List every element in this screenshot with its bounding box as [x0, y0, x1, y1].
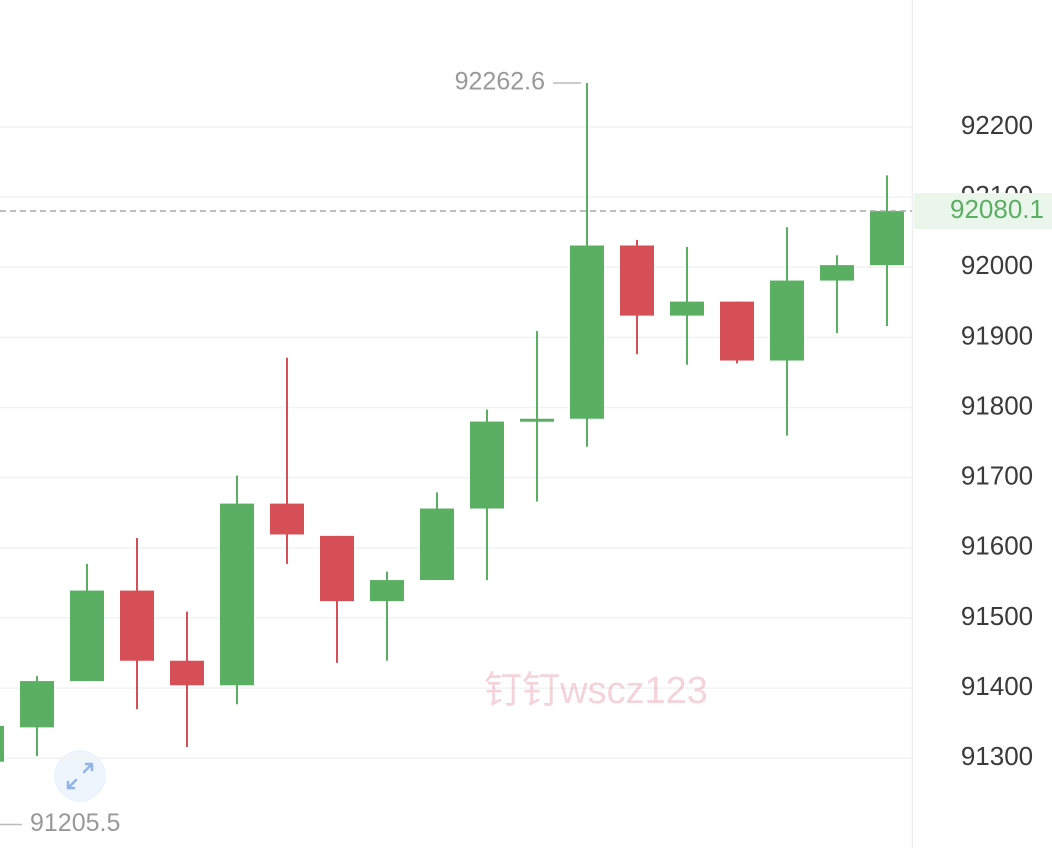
y-tick-label: 91900 [961, 320, 1033, 350]
y-tick-label: 92200 [961, 110, 1033, 140]
y-tick-label: 91800 [961, 390, 1033, 420]
candle-body [720, 301, 754, 361]
candle-body [0, 725, 4, 762]
candle-body [320, 535, 354, 602]
candle-body [670, 301, 704, 316]
low-label: 91205.5 [30, 809, 120, 837]
candle-body [220, 503, 254, 686]
y-tick-label: 91700 [961, 461, 1033, 491]
candle-body [20, 681, 54, 728]
candle-body [770, 280, 804, 361]
candle-body [120, 590, 154, 661]
last-price-label: 92080.1 [950, 194, 1044, 224]
y-tick-label: 91600 [961, 531, 1033, 561]
expand-icon [66, 762, 94, 790]
last-price-box [914, 193, 1052, 230]
candle-body [520, 418, 554, 422]
expand-button[interactable] [54, 750, 106, 802]
high-label: 92262.6 [455, 68, 545, 96]
y-tick-label: 91500 [961, 601, 1033, 631]
y-tick-label: 91400 [961, 671, 1033, 701]
candle-body [620, 245, 654, 316]
y-tick-label: 91300 [961, 741, 1033, 771]
candle-body [870, 211, 904, 266]
watermark: 钉钉wscz123 [484, 670, 708, 712]
candle-body [570, 245, 604, 419]
candle-body [820, 265, 854, 281]
expand-circle [54, 750, 106, 802]
candle-body [470, 421, 504, 509]
candle-body [270, 503, 304, 535]
candle-body [70, 590, 104, 682]
candle-body [170, 660, 204, 686]
candle-body [370, 580, 404, 602]
y-tick-label: 92000 [961, 250, 1033, 280]
candle-body [420, 508, 454, 581]
